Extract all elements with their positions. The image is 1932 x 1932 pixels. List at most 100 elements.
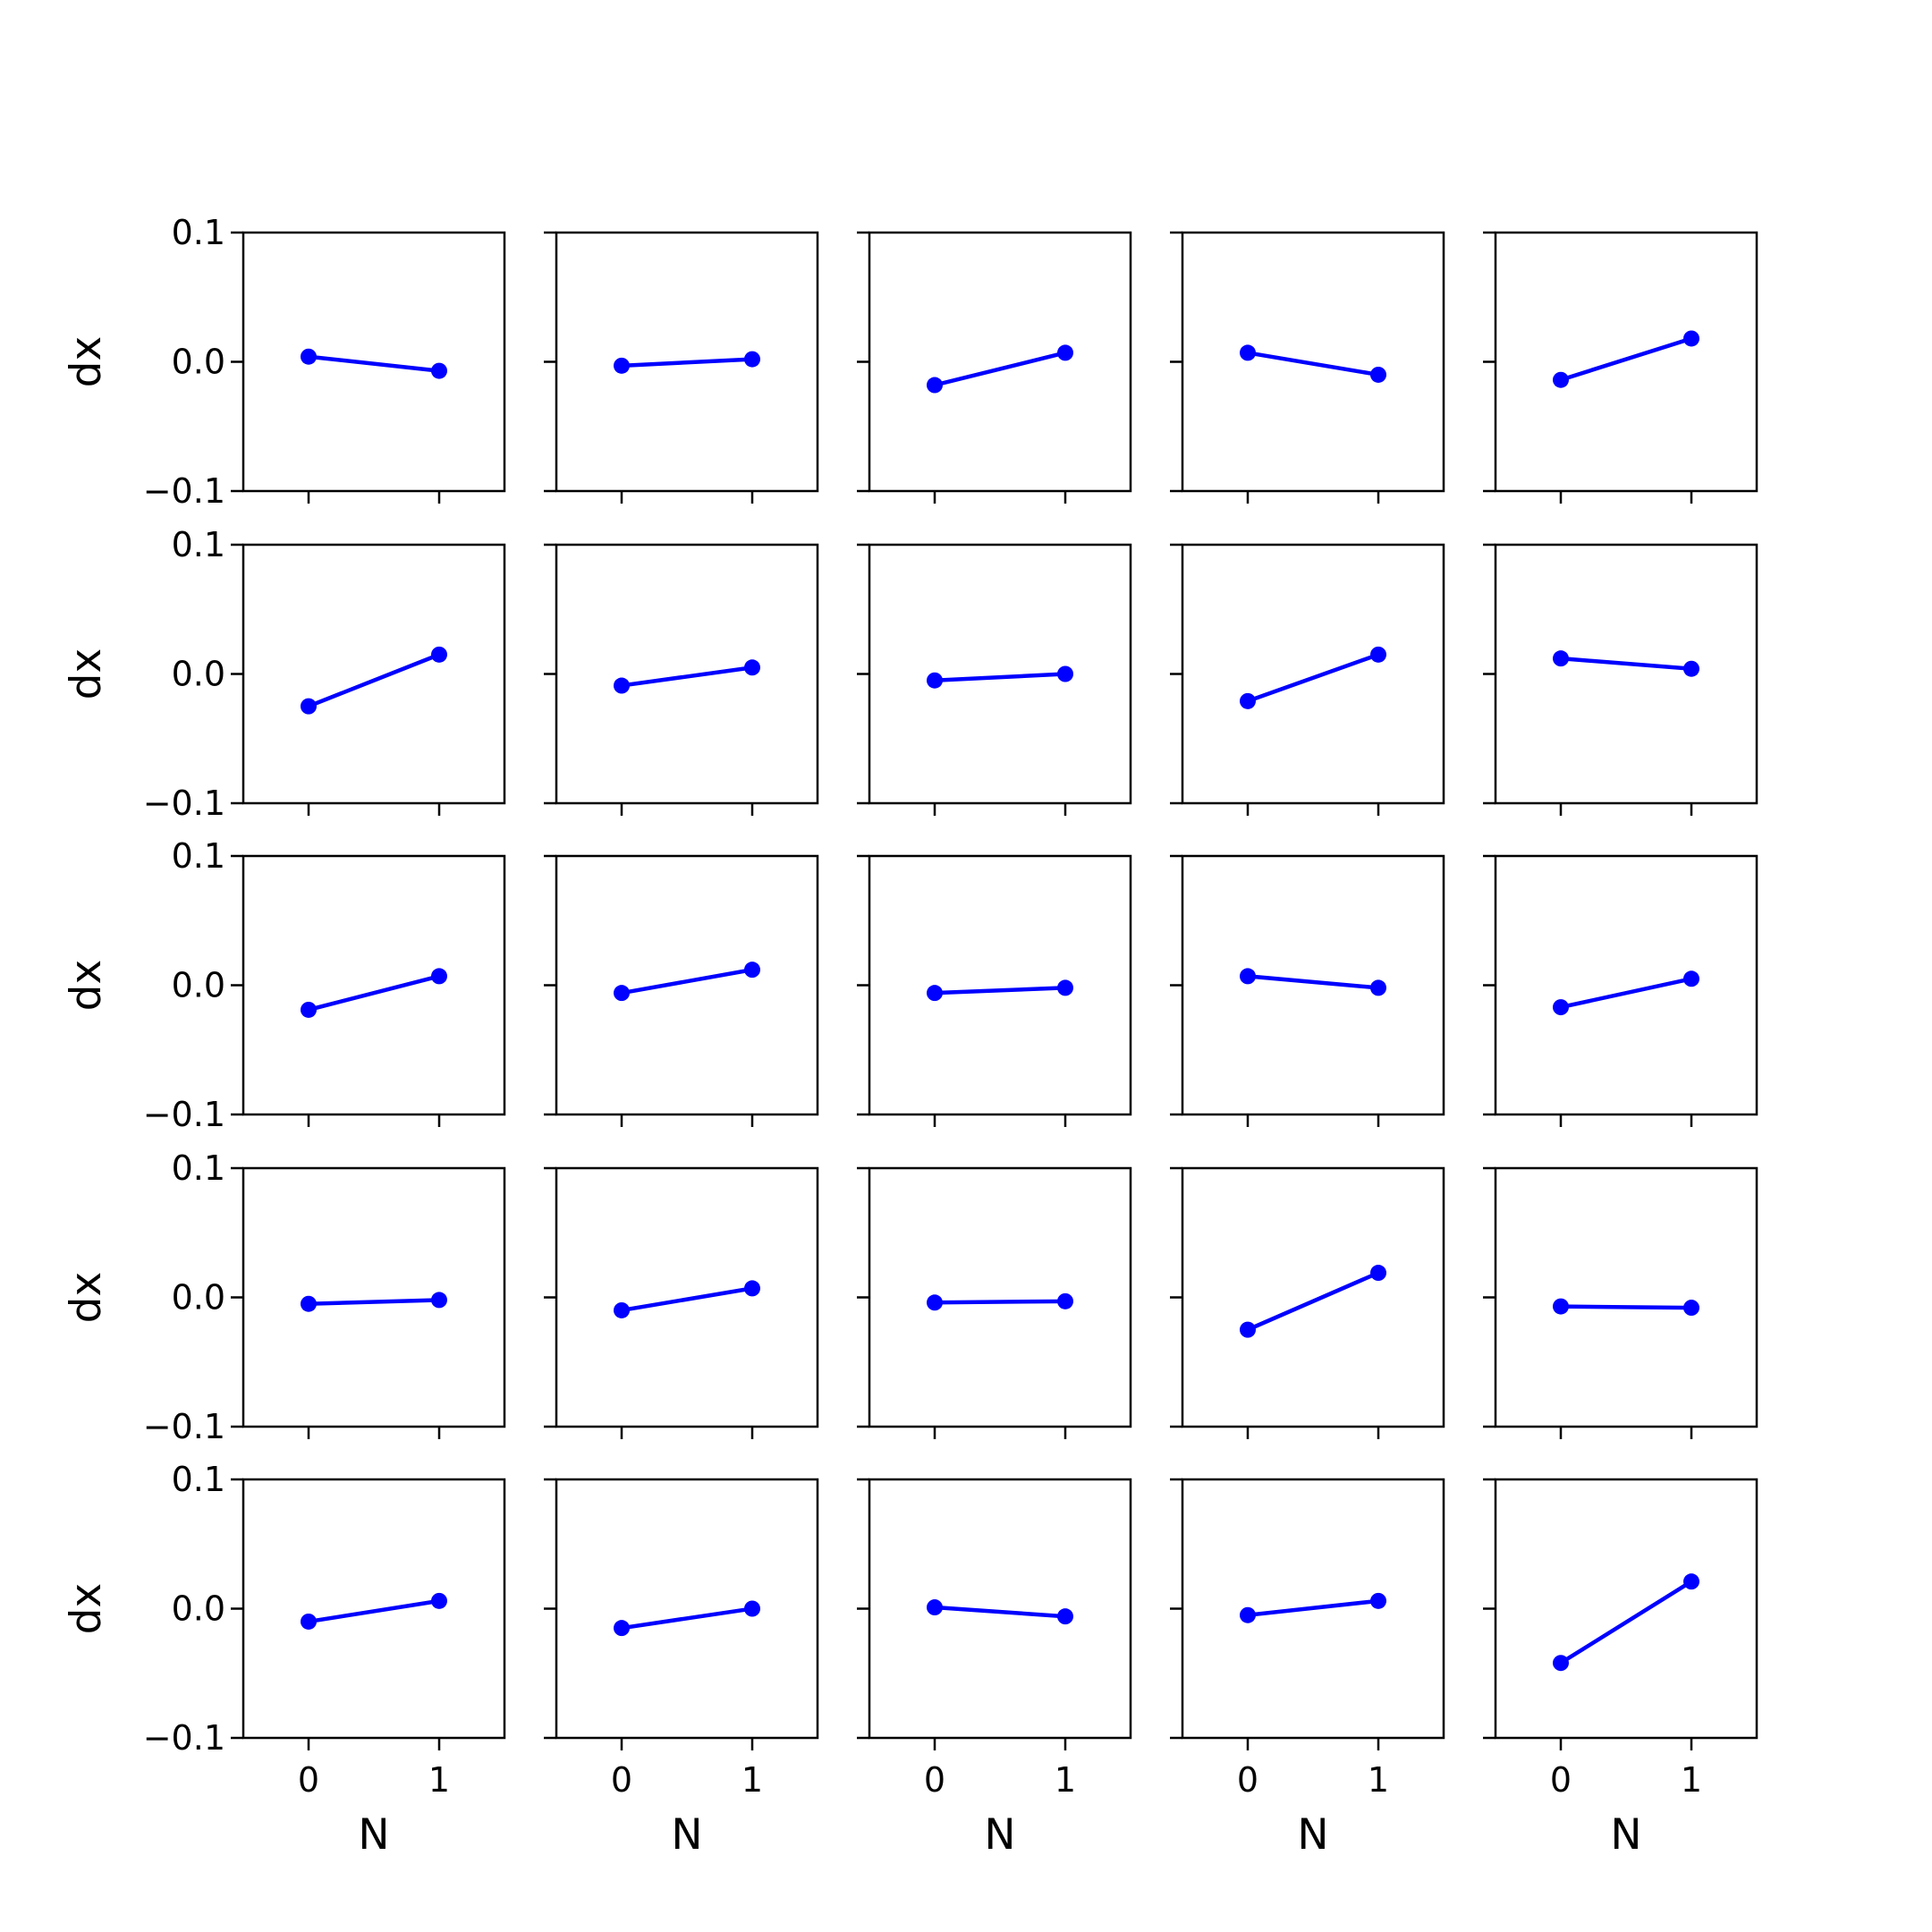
data-point (1553, 999, 1569, 1016)
data-point (1240, 1321, 1256, 1338)
data-point (1057, 665, 1073, 682)
y-tick-label: −0.1 (143, 471, 225, 511)
axes-frame (555, 854, 819, 1116)
y-tick-label: 0.0 (172, 966, 225, 1005)
data-point (614, 1620, 630, 1637)
axes-frame (868, 543, 1132, 805)
data-point (431, 362, 447, 379)
subplot-4-2: 0 1N (857, 1478, 1132, 1860)
subplot-2-1 (544, 854, 819, 1127)
data-point (927, 377, 943, 394)
data-point (1553, 1298, 1569, 1315)
data-point (1683, 330, 1699, 347)
series-line (306, 973, 442, 1013)
series-line (1245, 1598, 1381, 1618)
x-tick-label: 0 (924, 1760, 945, 1800)
subplot-0-0: 0.1 0.0 −0.1 dx (62, 213, 506, 511)
data-point (744, 1280, 760, 1297)
y-axis-label: dx (62, 1583, 111, 1635)
series-line (1558, 1304, 1694, 1310)
data-point (927, 1294, 943, 1311)
data-point (1370, 1265, 1386, 1282)
x-axis-label: N (1610, 1810, 1641, 1860)
series-line (619, 665, 755, 689)
subplot-2-2 (857, 854, 1132, 1127)
y-axis-label: dx (62, 336, 111, 388)
series-line (619, 357, 755, 369)
series-line (932, 1299, 1068, 1305)
axes-frame (1494, 1166, 1758, 1428)
data-point (1057, 1292, 1073, 1309)
data-point (1553, 1655, 1569, 1672)
data-point (1683, 970, 1699, 987)
y-tick-label: −0.1 (143, 1095, 225, 1134)
y-tick-label: 0.1 (172, 836, 225, 876)
subplot-3-3 (1170, 1166, 1445, 1439)
subplot-2-3 (1170, 854, 1445, 1127)
data-point (744, 1600, 760, 1617)
y-tick-label: −0.1 (143, 1407, 225, 1446)
x-axis-label: N (1297, 1810, 1328, 1860)
data-point (1683, 660, 1699, 677)
data-point (1370, 979, 1386, 996)
data-point (614, 985, 630, 1002)
x-axis-label: N (984, 1810, 1015, 1860)
series-line (306, 354, 442, 374)
data-point (1240, 968, 1256, 985)
subplot-4-1: 0 1N (544, 1478, 819, 1860)
subplot-panels: 0.10.0−0.1dx0.10.0−0.1dx0.10.0−0.1dx0.10… (62, 213, 1758, 1860)
data-point (744, 351, 760, 368)
data-point (431, 968, 447, 985)
data-point (614, 357, 630, 374)
axes-frame (1494, 1478, 1758, 1740)
series-line (932, 986, 1068, 996)
axes-frame (555, 543, 819, 805)
subplot-0-2 (857, 231, 1132, 504)
y-tick-label: 0.0 (172, 1589, 225, 1629)
y-axis-label: dx (62, 648, 111, 700)
data-point (1057, 979, 1073, 996)
data-point (614, 1301, 630, 1318)
subplot-3-4 (1483, 1166, 1758, 1439)
subplot-1-0: 0.1 0.0 −0.1 dx (62, 525, 506, 823)
axes-frame (868, 1478, 1132, 1740)
subplot-3-2 (857, 1166, 1132, 1439)
x-tick-label: 0 (298, 1760, 319, 1800)
axes-frame (1494, 854, 1758, 1116)
subplot-4-3: 0 1N (1170, 1478, 1445, 1860)
subplot-4-4: 0 1N (1483, 1478, 1758, 1860)
data-point (1240, 1606, 1256, 1623)
data-point (927, 985, 943, 1002)
subplot-1-1 (544, 543, 819, 816)
y-tick-label: −0.1 (143, 1718, 225, 1758)
data-point (744, 659, 760, 676)
x-tick-label: 0 (1237, 1760, 1258, 1800)
y-tick-label: 0.1 (172, 1148, 225, 1188)
x-tick-label: 1 (741, 1760, 763, 1800)
series-line (619, 967, 755, 996)
subplot-3-0: 0.1 0.0 −0.1 dx (62, 1148, 506, 1446)
y-tick-label: 0.0 (172, 655, 225, 694)
data-point (431, 1592, 447, 1609)
subplot-0-4 (1483, 231, 1758, 504)
axes-frame (1494, 543, 1758, 805)
series-line (932, 1605, 1068, 1619)
series-line (1245, 973, 1381, 990)
series-line (1558, 335, 1694, 383)
data-point (1553, 371, 1569, 388)
subplot-0-1 (544, 231, 819, 504)
x-tick-label: 0 (1550, 1760, 1572, 1800)
data-point (1057, 344, 1073, 361)
x-tick-label: 1 (428, 1760, 450, 1800)
series-line (932, 672, 1068, 683)
subplot-2-0: 0.1 0.0 −0.1 dx (62, 836, 506, 1134)
data-point (301, 698, 317, 715)
data-point (1553, 650, 1569, 667)
y-tick-label: 0.0 (172, 1278, 225, 1318)
data-point (1240, 692, 1256, 709)
y-axis-label: dx (62, 960, 111, 1012)
x-tick-label: 1 (1681, 1760, 1702, 1800)
x-tick-label: 0 (611, 1760, 632, 1800)
data-point (301, 1295, 317, 1312)
